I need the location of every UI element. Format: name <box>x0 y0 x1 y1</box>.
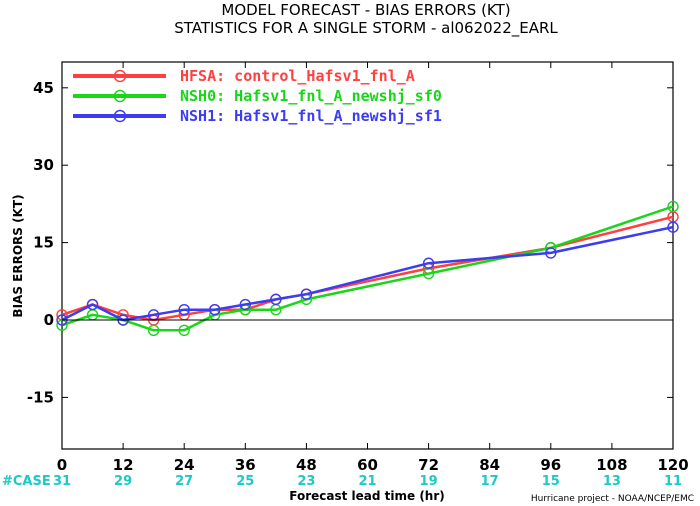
case-count: 11 <box>664 474 682 489</box>
series-3-point <box>239 298 252 311</box>
y-tick-label: 15 <box>33 234 54 252</box>
x-tick-label: 60 <box>357 456 378 474</box>
case-count: 19 <box>420 474 438 489</box>
series-line-3 <box>61 225 674 322</box>
legend-label-1: HFSA: control_Hafsv1_fnl_A <box>180 67 415 85</box>
case-count: 27 <box>175 474 193 489</box>
case-count: 17 <box>481 474 499 489</box>
series-3-point <box>178 303 190 316</box>
case-count: 25 <box>236 474 254 489</box>
x-tick-label: 36 <box>235 456 256 474</box>
legend-label-3: NSH1: Hafsv1_fnl_A_newshj_sf1 <box>180 107 442 125</box>
legend-label-2: NSH0: Hafsv1_fnl_A_newshj_sf0 <box>180 87 442 105</box>
series-line-1 <box>61 215 674 322</box>
x-tick-label: 84 <box>479 456 500 474</box>
chart-title: MODEL FORECAST - BIAS ERRORS (KT) <box>221 1 510 19</box>
x-tick-label: 108 <box>596 456 627 474</box>
legend-marker-3 <box>113 109 127 123</box>
series-3-point <box>300 288 313 300</box>
x-tick-label: 12 <box>113 456 134 474</box>
legend-marker-1 <box>113 69 127 83</box>
x-tick-label: 72 <box>418 456 439 474</box>
series-line-2 <box>61 205 674 332</box>
series-3-point <box>270 293 282 306</box>
legend-marker-2 <box>113 89 127 103</box>
y-tick-label: 0 <box>44 311 54 329</box>
x-tick-label: 120 <box>657 456 688 474</box>
series-3-point <box>667 221 679 233</box>
case-count: 15 <box>542 474 560 489</box>
case-count: 23 <box>297 474 315 489</box>
x-tick-label: 24 <box>174 456 195 474</box>
case-label: #CASE <box>2 474 51 489</box>
x-axis-label: Forecast lead time (hr) <box>289 489 445 503</box>
y-tick-label: -15 <box>27 388 54 406</box>
series-2-point <box>178 324 190 337</box>
y-axis-label: BIAS ERRORS (KT) <box>11 194 25 317</box>
series-2-point <box>147 324 160 337</box>
case-counts: #CASE 31 29 27 25 23 21 19 17 15 13 11 <box>2 474 682 489</box>
series-3-point <box>86 298 99 311</box>
x-axis-ticks: 0 12 24 36 48 60 72 84 96 108 120 <box>57 62 689 474</box>
x-tick-label: 48 <box>296 456 317 474</box>
x-tick-label: 96 <box>540 456 561 474</box>
series-3-point <box>545 247 557 259</box>
y-tick-label: 45 <box>33 79 54 97</box>
case-count: 13 <box>603 474 621 489</box>
chart-subtitle: STATISTICS FOR A SINGLE STORM - al062022… <box>174 19 558 38</box>
case-count: 31 <box>53 474 71 489</box>
series-layer <box>56 200 679 337</box>
series-3-point <box>209 303 221 316</box>
case-count: 29 <box>114 474 132 489</box>
case-count: 21 <box>358 474 376 489</box>
legend: HFSA: control_Hafsv1_fnl_A NSH0: Hafsv1_f… <box>73 67 442 125</box>
credit-text: Hurricane project - NOAA/NCEP/EMC <box>531 494 694 504</box>
series-2-point <box>667 200 679 213</box>
series-3-point <box>422 257 435 269</box>
x-tick-label: 0 <box>57 456 67 474</box>
y-tick-label: 30 <box>33 156 54 174</box>
